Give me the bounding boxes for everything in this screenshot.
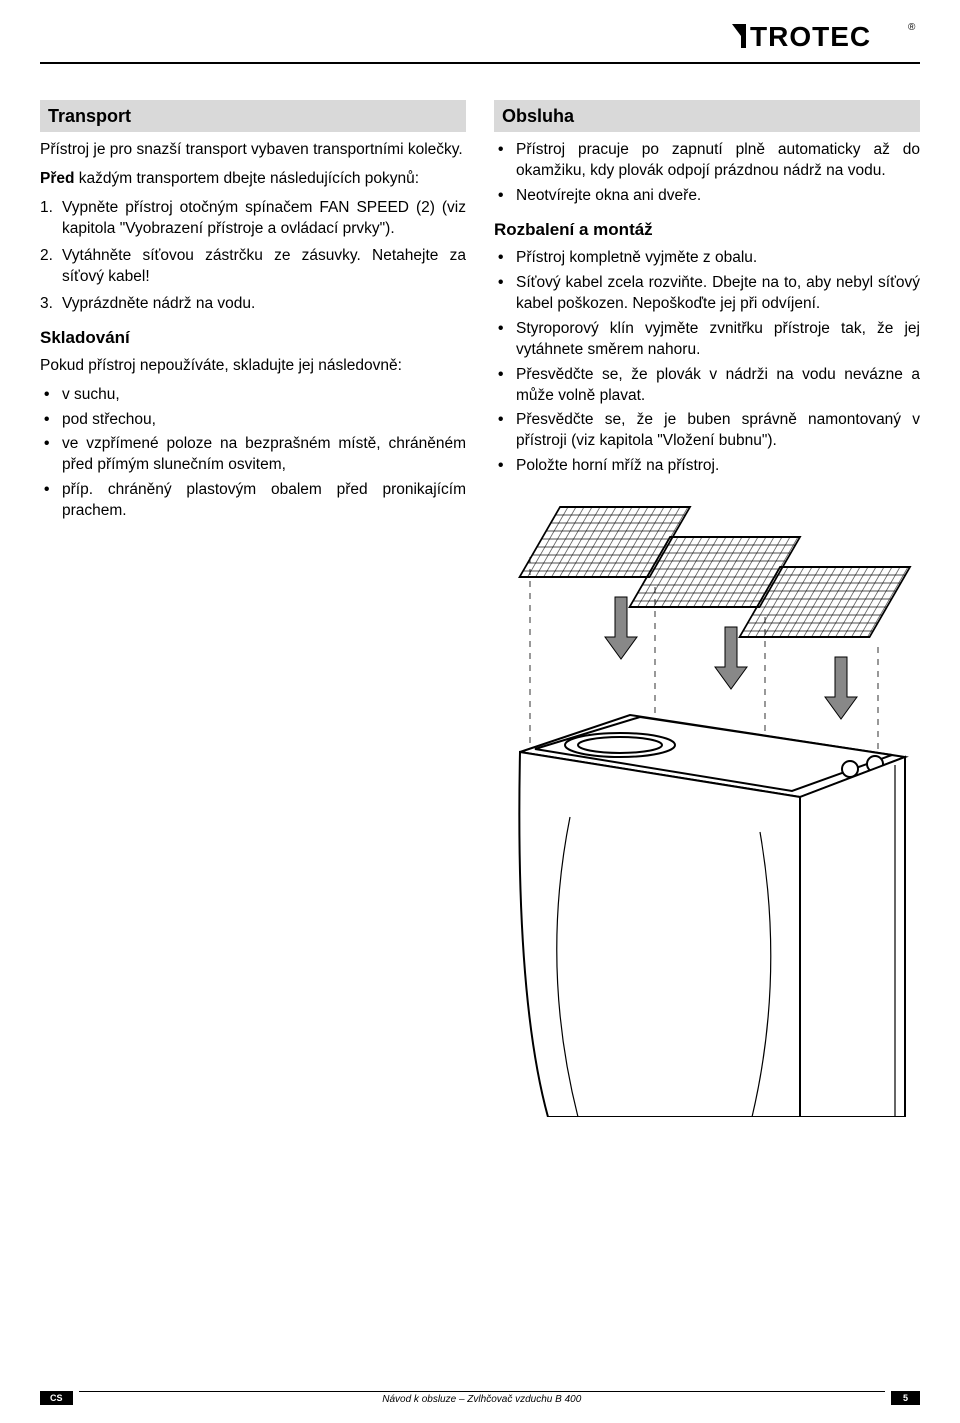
transport-intro-2-rest: každým transportem dbejte následujících … — [74, 170, 419, 187]
list-text: Neotvírejte okna ani dveře. — [516, 186, 701, 207]
brand-text: TROTEC — [750, 21, 871, 52]
list-text: Síťový kabel zcela rozviňte. Dbejte na t… — [516, 273, 920, 315]
list-text: Přístroj kompletně vyjměte z obalu. — [516, 248, 757, 269]
list-item: •pod střechou, — [40, 410, 466, 431]
list-item: •příp. chráněný plastovým obalem před pr… — [40, 480, 466, 522]
heading-operation: Obsluha — [494, 100, 920, 132]
footer-page-number: 5 — [891, 1391, 920, 1405]
footer-doc-title: Návod k obsluze – Zvlhčovač vzduchu B 40… — [79, 1391, 885, 1405]
bullet-icon: • — [40, 480, 62, 522]
list-item: •Styroporový klín vyjměte zvnitřku příst… — [494, 319, 920, 361]
left-column: Transport Přístroj je pro snazší transpo… — [40, 100, 466, 1124]
list-text: Položte horní mříž na přístroj. — [516, 456, 719, 477]
list-number: 3. — [40, 294, 62, 315]
list-text: Vypněte přístroj otočným spínačem FAN SP… — [62, 198, 466, 240]
bullet-icon: • — [40, 434, 62, 476]
bullet-icon: • — [40, 410, 62, 431]
footer-lang-badge: CS — [40, 1391, 73, 1405]
list-item: 2.Vytáhněte síťovou zástrčku ze zásuvky.… — [40, 246, 466, 288]
transport-intro-2: Před každým transportem dbejte následují… — [40, 169, 466, 190]
bullet-icon: • — [494, 273, 516, 315]
page-footer: CS Návod k obsluze – Zvlhčovač vzduchu B… — [40, 1389, 920, 1407]
assembly-illustration — [494, 497, 920, 1124]
list-item: •v suchu, — [40, 385, 466, 406]
unpack-bullet-list: •Přístroj kompletně vyjměte z obalu. •Sí… — [494, 248, 920, 477]
list-item: •Přístroj pracuje po zapnutí plně automa… — [494, 140, 920, 182]
list-item: •ve vzpřímené poloze na bezprašném místě… — [40, 434, 466, 476]
page-columns: Transport Přístroj je pro snazší transpo… — [40, 100, 920, 1124]
list-item: •Přesvědčte se, že plovák v nádrži na vo… — [494, 365, 920, 407]
bullet-icon: • — [494, 186, 516, 207]
list-item: 3.Vyprázdněte nádrž na vodu. — [40, 294, 466, 315]
bullet-icon: • — [494, 410, 516, 452]
list-text: příp. chráněný plastovým obalem před pro… — [62, 480, 466, 522]
list-item: •Přístroj kompletně vyjměte z obalu. — [494, 248, 920, 269]
list-text: Přístroj pracuje po zapnutí plně automat… — [516, 140, 920, 182]
right-column: Obsluha •Přístroj pracuje po zapnutí pln… — [494, 100, 920, 1124]
bullet-icon: • — [494, 456, 516, 477]
heading-storage: Skladování — [40, 327, 466, 350]
bullet-icon: • — [40, 385, 62, 406]
svg-text:®: ® — [908, 22, 916, 33]
list-text: pod střechou, — [62, 410, 156, 431]
list-text: Přesvědčte se, že plovák v nádrži na vod… — [516, 365, 920, 407]
list-item: •Položte horní mříž na přístroj. — [494, 456, 920, 477]
list-text: v suchu, — [62, 385, 120, 406]
brand-logo: TROTEC ® — [730, 18, 920, 59]
header-rule — [40, 62, 920, 64]
list-item: •Síťový kabel zcela rozviňte. Dbejte na … — [494, 273, 920, 315]
list-text: ve vzpřímené poloze na bezprašném místě,… — [62, 434, 466, 476]
list-text: Vytáhněte síťovou zástrčku ze zásuvky. N… — [62, 246, 466, 288]
storage-intro: Pokud přístroj nepoužíváte, skladujte je… — [40, 356, 466, 377]
list-number: 2. — [40, 246, 62, 288]
storage-bullet-list: •v suchu, •pod střechou, •ve vzpřímené p… — [40, 385, 466, 523]
list-item: 1.Vypněte přístroj otočným spínačem FAN … — [40, 198, 466, 240]
list-text: Styroporový klín vyjměte zvnitřku přístr… — [516, 319, 920, 361]
bullet-icon: • — [494, 248, 516, 269]
bullet-icon: • — [494, 319, 516, 361]
list-text: Vyprázdněte nádrž na vodu. — [62, 294, 255, 315]
list-text: Přesvědčte se, že je buben správně namon… — [516, 410, 920, 452]
list-number: 1. — [40, 198, 62, 240]
transport-intro-1: Přístroj je pro snazší transport vybaven… — [40, 140, 466, 161]
heading-unpack: Rozbalení a montáž — [494, 219, 920, 242]
transport-ordered-list: 1.Vypněte přístroj otočným spínačem FAN … — [40, 198, 466, 315]
list-item: •Neotvírejte okna ani dveře. — [494, 186, 920, 207]
list-item: •Přesvědčte se, že je buben správně namo… — [494, 410, 920, 452]
word-before: Před — [40, 170, 74, 187]
bullet-icon: • — [494, 365, 516, 407]
heading-transport: Transport — [40, 100, 466, 132]
bullet-icon: • — [494, 140, 516, 182]
operation-bullet-list: •Přístroj pracuje po zapnutí plně automa… — [494, 140, 920, 207]
